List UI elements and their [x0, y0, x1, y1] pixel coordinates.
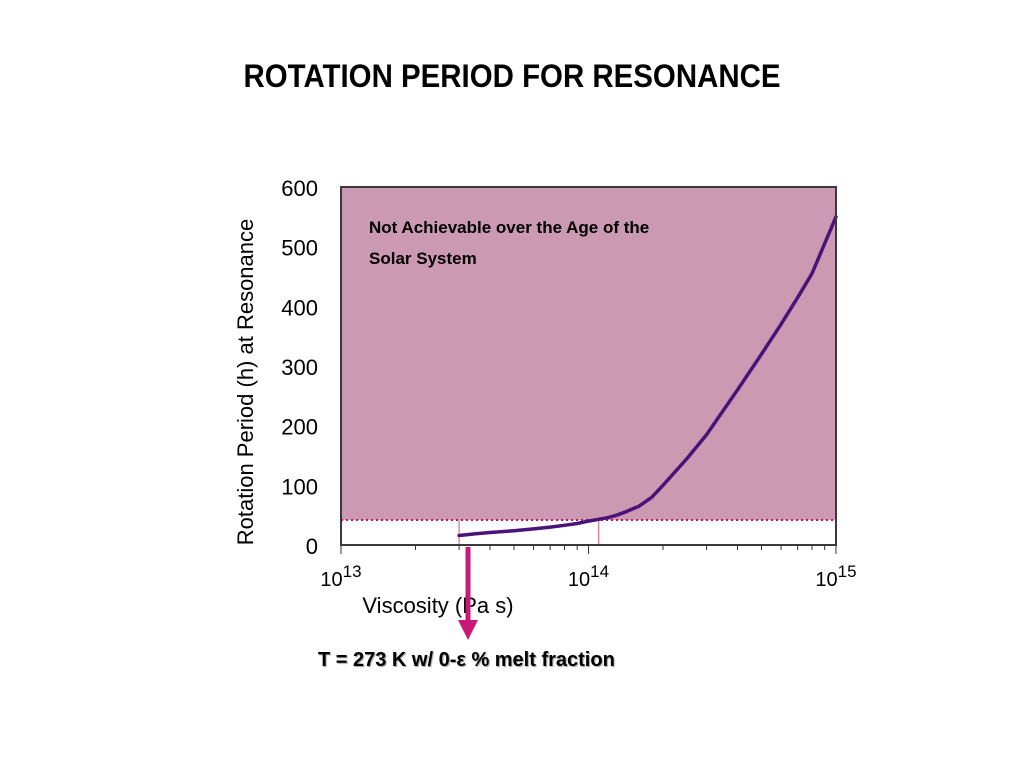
- axis-layer: 0 100 200 300 400 500 600 1013 1014 1015: [281, 176, 856, 591]
- not-achievable-annotation-line-2: Solar System: [369, 249, 477, 268]
- slide-title: ROTATION PERIOD FOR RESONANCE: [243, 58, 781, 94]
- melt-fraction-arrow-head: [458, 620, 478, 640]
- y-tick-label: 500: [281, 236, 318, 261]
- y-tick-label: 200: [281, 415, 318, 440]
- x-tick-label: 1015: [815, 562, 856, 591]
- melt-fraction-arrow: [458, 547, 478, 640]
- not-achievable-region: [341, 187, 836, 520]
- region-layer: [341, 187, 836, 545]
- series-layer: [457, 215, 838, 538]
- y-axis-label: Rotation Period (h) at Resonance: [233, 219, 258, 546]
- y-tick-label: 100: [281, 474, 318, 499]
- y-tick-label: 600: [281, 176, 318, 201]
- x-tick-label: 1013: [320, 562, 361, 591]
- y-tick-label: 400: [281, 295, 318, 320]
- y-tick-label: 0: [306, 534, 318, 559]
- temperature-caption: T = 273 K w/ 0-ε % melt fraction: [318, 649, 615, 671]
- not-achievable-annotation-line-1: Not Achievable over the Age of the: [369, 218, 649, 237]
- x-axis-label: Viscosity (Pa s): [362, 593, 513, 618]
- y-tick-label: 300: [281, 355, 318, 380]
- rotation-period-series-line: [457, 215, 838, 538]
- x-tick-label: 1014: [568, 562, 609, 591]
